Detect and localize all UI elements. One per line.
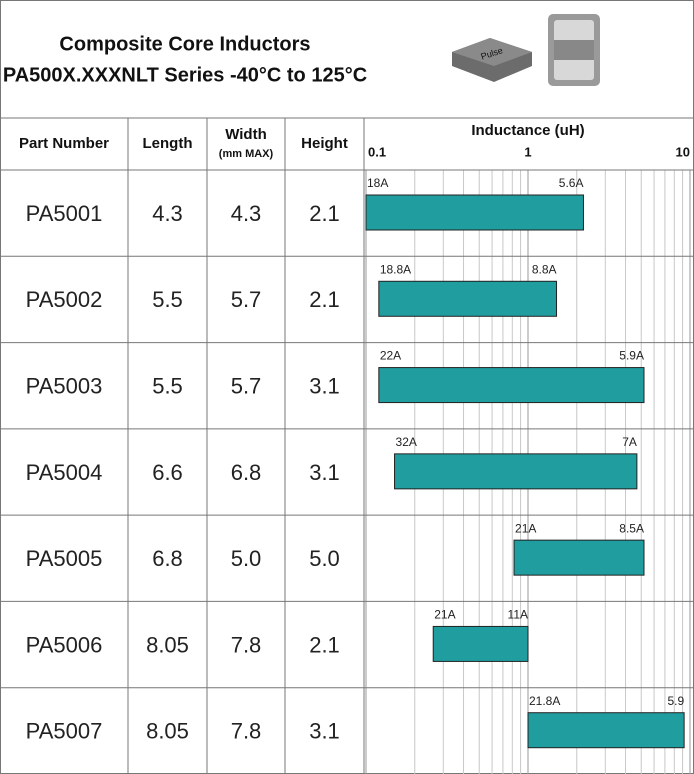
cell: 5.0 [231,546,262,571]
cell: 7.8 [231,719,262,744]
range-bar [527,712,685,749]
column-header: Height [301,135,348,152]
title-line1: Composite Core Inductors [59,33,310,55]
cell: 8.05 [146,632,189,657]
cell: PA5002 [26,287,103,312]
range-bar [378,367,645,404]
cell: 7.8 [231,632,262,657]
range-bar [365,194,584,231]
current-label: 11A [508,608,528,622]
cell: 6.6 [152,460,183,485]
column-unit: (mm MAX) [219,148,274,160]
cell: 4.3 [231,201,262,226]
current-label: 8.5A [619,521,644,535]
current-label: 22A [380,349,401,363]
column-header: Width [225,126,267,143]
current-label: 5.9A [619,349,644,363]
current-label: 8.8A [532,262,557,276]
column-header: Part Number [19,135,109,152]
x-tick-label: 0.1 [368,144,386,159]
cell: 4.3 [152,201,183,226]
cell: PA5001 [26,201,103,226]
current-label: 5.9 [667,694,684,708]
current-label: 32A [396,435,417,449]
cell: 6.8 [231,460,262,485]
cell: 5.5 [152,374,183,399]
range-bar [378,280,558,317]
range-bar [513,539,645,576]
title-line2: PA500X.XXXNLT Series -40°C to 125°C [3,64,367,86]
x-tick-label: 10 [676,144,690,159]
cell: 5.7 [231,287,262,312]
range-bar [432,625,529,662]
cell: 2.1 [309,201,340,226]
cell: 2.1 [309,287,340,312]
cell: PA5005 [26,546,103,571]
cell: 2.1 [309,632,340,657]
current-label: 7A [622,435,637,449]
product-image: Pulse [452,14,600,86]
cell: 8.05 [146,719,189,744]
cell: 5.7 [231,374,262,399]
cell: PA5006 [26,632,103,657]
chart-title: Inductance (uH) [471,122,584,139]
current-label: 5.6A [559,176,584,190]
inductor-band [554,40,594,60]
range-bar [394,453,638,490]
cell: PA5003 [26,374,103,399]
inductor-top [452,38,532,66]
cell: 3.1 [309,460,340,485]
cell: 3.1 [309,719,340,744]
current-label: 21A [434,608,455,622]
cell: PA5007 [26,719,103,744]
current-label: 21.8A [529,694,560,708]
column-header: Length [143,135,193,152]
current-label: 21A [515,521,536,535]
cell: 5.5 [152,287,183,312]
current-label: 18.8A [380,262,411,276]
cell: 5.0 [309,546,340,571]
cell: PA5004 [26,460,103,485]
x-tick-label: 1 [524,144,531,159]
current-label: 18A [367,176,388,190]
cell: 6.8 [152,546,183,571]
cell: 3.1 [309,374,340,399]
